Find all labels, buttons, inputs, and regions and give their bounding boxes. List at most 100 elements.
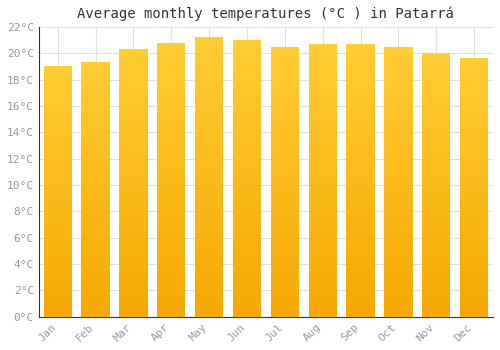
Bar bbox=[157, 257, 186, 262]
Bar bbox=[82, 302, 110, 307]
Bar bbox=[195, 283, 224, 289]
Bar bbox=[233, 156, 261, 162]
Bar bbox=[308, 186, 337, 191]
Bar bbox=[460, 146, 488, 152]
Bar bbox=[119, 156, 148, 162]
Bar bbox=[422, 185, 450, 190]
Bar bbox=[233, 134, 261, 140]
Bar bbox=[346, 279, 375, 284]
Bar bbox=[346, 148, 375, 153]
Bar bbox=[44, 96, 72, 102]
Bar bbox=[195, 138, 224, 144]
Bar bbox=[460, 100, 488, 105]
Bar bbox=[308, 44, 337, 49]
Bar bbox=[195, 132, 224, 138]
Bar bbox=[157, 240, 186, 245]
Bar bbox=[82, 266, 110, 271]
Bar bbox=[157, 191, 186, 196]
Bar bbox=[233, 300, 261, 306]
Bar bbox=[119, 151, 148, 156]
Bar bbox=[233, 57, 261, 62]
Bar bbox=[384, 100, 412, 106]
Bar bbox=[44, 252, 72, 257]
Bar bbox=[308, 104, 337, 110]
Bar bbox=[119, 135, 148, 140]
Bar bbox=[157, 43, 186, 48]
Bar bbox=[384, 182, 412, 187]
Bar bbox=[308, 110, 337, 115]
Bar bbox=[82, 286, 110, 291]
Bar bbox=[195, 222, 224, 228]
Bar bbox=[233, 95, 261, 101]
Bar bbox=[233, 51, 261, 57]
Bar bbox=[233, 140, 261, 145]
Bar bbox=[422, 253, 450, 259]
Bar bbox=[384, 128, 412, 133]
Bar bbox=[82, 134, 110, 139]
Bar bbox=[308, 175, 337, 180]
Bar bbox=[270, 241, 299, 246]
Bar bbox=[384, 74, 412, 79]
Bar bbox=[460, 255, 488, 260]
Bar bbox=[44, 217, 72, 222]
Bar bbox=[233, 206, 261, 212]
Bar bbox=[270, 301, 299, 306]
Bar bbox=[308, 126, 337, 131]
Bar bbox=[119, 210, 148, 215]
Bar bbox=[195, 127, 224, 132]
Bar bbox=[270, 279, 299, 284]
Bar bbox=[82, 236, 110, 240]
Bar bbox=[44, 247, 72, 252]
Bar bbox=[44, 167, 72, 172]
Bar bbox=[422, 64, 450, 69]
Bar bbox=[119, 295, 148, 301]
Bar bbox=[422, 259, 450, 264]
Bar bbox=[460, 224, 488, 229]
Bar bbox=[460, 244, 488, 250]
Bar bbox=[44, 176, 72, 182]
Bar bbox=[270, 95, 299, 100]
Bar bbox=[119, 258, 148, 263]
Bar bbox=[119, 220, 148, 226]
Bar bbox=[460, 219, 488, 224]
Bar bbox=[346, 202, 375, 208]
Bar bbox=[157, 141, 186, 147]
Bar bbox=[82, 118, 110, 124]
Bar bbox=[384, 241, 412, 246]
Bar bbox=[460, 126, 488, 131]
Bar bbox=[44, 307, 72, 312]
Bar bbox=[157, 234, 186, 240]
Bar bbox=[82, 68, 110, 72]
Bar bbox=[384, 52, 412, 57]
Bar bbox=[195, 166, 224, 172]
Bar bbox=[270, 236, 299, 241]
Bar bbox=[308, 159, 337, 164]
Bar bbox=[460, 94, 488, 100]
Bar bbox=[233, 278, 261, 284]
Bar bbox=[460, 203, 488, 208]
Bar bbox=[119, 172, 148, 178]
Bar bbox=[422, 100, 450, 106]
Bar bbox=[308, 153, 337, 159]
Bar bbox=[422, 232, 450, 238]
Bar bbox=[82, 108, 110, 113]
Bar bbox=[308, 202, 337, 208]
Bar bbox=[82, 180, 110, 184]
Bar bbox=[119, 49, 148, 55]
Bar bbox=[44, 86, 72, 91]
Bar bbox=[384, 79, 412, 84]
Bar bbox=[384, 106, 412, 111]
Bar bbox=[460, 239, 488, 244]
Bar bbox=[270, 155, 299, 160]
Bar bbox=[384, 246, 412, 252]
Bar bbox=[233, 256, 261, 261]
Bar bbox=[422, 148, 450, 153]
Bar bbox=[346, 224, 375, 230]
Bar bbox=[346, 164, 375, 169]
Bar bbox=[44, 132, 72, 136]
Bar bbox=[346, 251, 375, 257]
Bar bbox=[233, 151, 261, 156]
Bar bbox=[195, 300, 224, 306]
Bar bbox=[119, 71, 148, 76]
Bar bbox=[44, 241, 72, 247]
